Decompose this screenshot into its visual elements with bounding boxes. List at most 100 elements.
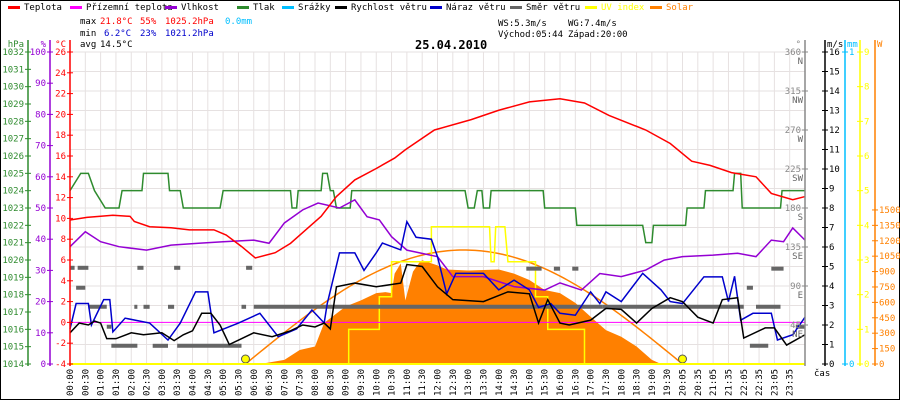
solar-tick-label: 300 [879, 329, 895, 339]
hPa-tick-label: 1017 [2, 308, 24, 318]
solar-tick-label: 450 [879, 314, 895, 324]
x-tick-label: 04:30 [204, 369, 214, 396]
pct-tick-label: 60 [35, 173, 46, 183]
deg-tick-label: 225 [785, 165, 801, 175]
pct-tick-label: 80 [35, 110, 46, 120]
hPa-tick-label: 1031 [2, 65, 24, 75]
uv-tick-label: 3 [864, 256, 869, 266]
x-tick-label: 21:05 [709, 369, 719, 396]
wind-tick-label: 7 [829, 224, 834, 234]
solar-tick-label: 1350 [879, 221, 900, 231]
legend-item: Náraz větru [430, 3, 506, 13]
legend-swatch [650, 6, 662, 9]
hPa-tick-label: 1030 [2, 83, 24, 93]
uv-tick-label: 9 [864, 48, 869, 58]
wind-tick-label: 15 [829, 68, 840, 78]
deg-tick-label: 270 [785, 126, 801, 136]
hPa-tick-label: 1021 [2, 239, 24, 249]
solar-tick-label: 1500 [879, 206, 900, 216]
temperature-line [69, 98, 806, 259]
solar-area [250, 260, 662, 364]
hPa-tick-label: 1023 [2, 204, 24, 214]
legend-swatch [335, 6, 347, 9]
hPa-tick-label: 1026 [2, 152, 24, 162]
solar-tick-label: 900 [879, 268, 895, 278]
x-tick-label: 13:30 [479, 369, 489, 396]
temp-tick-label: 2 [61, 298, 66, 308]
solar-tick-label: 750 [879, 283, 895, 293]
deg-tick-label: 135 [785, 243, 801, 253]
hPa-tick-label: 1018 [2, 291, 24, 301]
wind-tick-label: 8 [829, 204, 834, 214]
max-pressure: 1025.2hPa [165, 17, 214, 27]
deg-tick-label: 90 [790, 282, 801, 292]
compass-label: S [798, 213, 803, 223]
temp-tick-label: 20 [55, 110, 66, 120]
wind-tick-label: 1 [829, 341, 834, 351]
x-tick-label: 23:35 [786, 369, 796, 396]
legend-swatch [8, 6, 20, 9]
temp-tick-label: 14 [55, 173, 66, 183]
wind-axis-label: m/s [827, 40, 843, 50]
x-tick-label: 22:05 [740, 369, 750, 396]
wind-speed-line [69, 263, 806, 347]
x-tick-label: 04:00 [189, 369, 199, 396]
uv-tick-label: 2 [864, 291, 869, 301]
compass-label: N [798, 57, 803, 67]
uv-tick-label: 1 [864, 325, 869, 335]
legend-item: Vlhkost [165, 3, 219, 13]
uv-tick-label: 6 [864, 152, 869, 162]
hPa-tick-label: 1025 [2, 169, 24, 179]
pct-tick-label: 50 [35, 204, 46, 214]
x-tick-label: 01:30 [112, 369, 122, 396]
pct-tick-label: 90 [35, 79, 46, 89]
avg-label: avg [80, 40, 97, 50]
x-tick-label: 20:35 [694, 369, 704, 396]
x-tick-label: 11:00 [403, 369, 413, 396]
pct-tick-label: 0 [41, 360, 46, 370]
legend-item: Solar [650, 3, 693, 13]
uv-tick-label: 7 [864, 117, 869, 127]
wind-tick-label: 5 [829, 263, 834, 273]
pct-tick-label: 20 [35, 298, 46, 308]
wind-tick-label: 3 [829, 302, 834, 312]
temp-tick-label: 22 [55, 90, 66, 100]
hPa-tick-label: 1015 [2, 343, 24, 353]
sun-marker-icon [678, 354, 687, 364]
humidity-line [69, 198, 806, 291]
temp-axis-label: °C [55, 40, 66, 50]
x-tick-label: 06:30 [265, 369, 275, 396]
temp-tick-label: 16 [55, 152, 66, 162]
temp-tick-label: -2 [55, 339, 66, 349]
compass-label: NW [792, 96, 803, 106]
legend-item: Přízemní teplota [70, 3, 173, 13]
x-tick-label: 10:00 [372, 369, 382, 396]
legend-label: UV index [601, 3, 645, 13]
legend-label: Teplota [24, 3, 62, 13]
x-tick-label: 02:00 [127, 369, 137, 396]
compass-label: W [798, 135, 804, 145]
temp-tick-label: 6 [61, 256, 66, 266]
solar-tick-label: 0 [879, 360, 884, 370]
hPa-tick-label: 1027 [2, 135, 24, 145]
legend-label: Směr větru [526, 3, 581, 13]
x-tick-label: 06:00 [250, 369, 260, 396]
compass-label: E [798, 291, 803, 301]
hPa-tick-label: 1014 [2, 360, 24, 370]
wind-gust-line [69, 219, 806, 342]
compass-label: NE [792, 330, 803, 340]
x-tick-label: 00:00 [66, 369, 76, 396]
legend-item: Rychlost větru [335, 3, 427, 13]
x-tick-label: 05:30 [234, 369, 244, 396]
x-tick-label: 18:00 [617, 369, 627, 396]
uv-tick-label: 8 [864, 83, 869, 93]
x-tick-label: 02:30 [143, 369, 153, 396]
hPa-axis-label: hPa [8, 40, 24, 50]
x-tick-label: 17:30 [602, 369, 612, 396]
x-axis-title: čas [814, 368, 830, 379]
temp-tick-label: 18 [55, 131, 66, 141]
x-tick-label: 10:30 [388, 369, 398, 396]
max-humidity: 55% [140, 17, 157, 27]
x-tick-label: 18:30 [633, 369, 643, 396]
x-tick-label: 12:30 [449, 369, 459, 396]
